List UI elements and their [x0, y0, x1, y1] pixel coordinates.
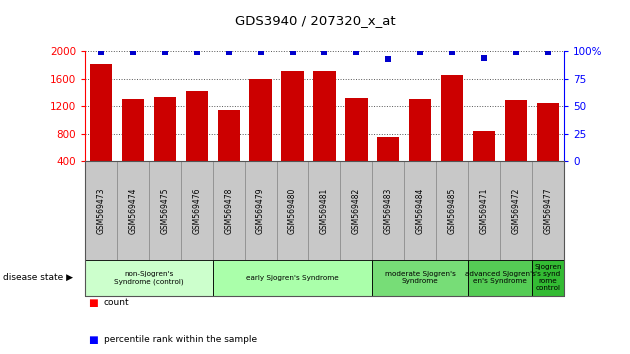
Text: Sjogren
's synd
rome
control: Sjogren 's synd rome control — [534, 264, 561, 291]
Text: GSM569473: GSM569473 — [96, 187, 105, 234]
Text: GDS3940 / 207320_x_at: GDS3940 / 207320_x_at — [235, 14, 395, 27]
Text: GSM569477: GSM569477 — [544, 187, 553, 234]
Text: ■: ■ — [88, 298, 98, 308]
Text: GSM569480: GSM569480 — [288, 187, 297, 234]
Text: GSM569479: GSM569479 — [256, 187, 265, 234]
Text: percentile rank within the sample: percentile rank within the sample — [104, 335, 257, 344]
Point — [128, 50, 138, 55]
Point — [383, 56, 393, 62]
Point — [256, 50, 266, 55]
Bar — [537, 103, 559, 161]
Text: GSM569482: GSM569482 — [352, 188, 361, 234]
Point — [479, 55, 489, 61]
Bar — [313, 71, 336, 161]
Point — [160, 50, 170, 55]
Point — [415, 50, 425, 55]
Text: early Sjogren's Syndrome: early Sjogren's Syndrome — [246, 275, 339, 281]
Point — [192, 50, 202, 55]
Bar — [154, 97, 176, 161]
Bar — [186, 91, 208, 161]
Point — [224, 50, 234, 55]
Point — [447, 50, 457, 55]
Point — [352, 50, 362, 55]
Bar — [282, 70, 304, 161]
Text: count: count — [104, 298, 130, 307]
Text: GSM569474: GSM569474 — [129, 187, 137, 234]
Text: GSM569481: GSM569481 — [320, 188, 329, 234]
Bar — [122, 99, 144, 161]
Text: GSM569484: GSM569484 — [416, 187, 425, 234]
Text: GSM569472: GSM569472 — [512, 187, 520, 234]
Point — [543, 50, 553, 55]
Bar — [505, 100, 527, 161]
Text: GSM569476: GSM569476 — [192, 187, 201, 234]
Bar — [377, 137, 399, 161]
Point — [96, 50, 106, 55]
Point — [511, 50, 521, 55]
Text: GSM569475: GSM569475 — [161, 187, 169, 234]
Bar — [217, 110, 240, 161]
Bar — [345, 98, 367, 161]
Text: moderate Sjogren's
Syndrome: moderate Sjogren's Syndrome — [385, 272, 455, 284]
Bar — [409, 99, 432, 161]
Text: ■: ■ — [88, 335, 98, 345]
Point — [287, 50, 297, 55]
Text: disease state ▶: disease state ▶ — [3, 273, 73, 282]
Bar — [90, 64, 112, 161]
Text: GSM569485: GSM569485 — [448, 187, 457, 234]
Bar — [249, 79, 272, 161]
Bar — [473, 131, 495, 161]
Bar — [441, 75, 463, 161]
Point — [319, 50, 329, 55]
Text: non-Sjogren's
Syndrome (control): non-Sjogren's Syndrome (control) — [114, 271, 184, 285]
Text: advanced Sjogren's
en's Syndrome: advanced Sjogren's en's Syndrome — [464, 272, 536, 284]
Text: GSM569483: GSM569483 — [384, 187, 392, 234]
Text: GSM569471: GSM569471 — [479, 187, 488, 234]
Text: GSM569478: GSM569478 — [224, 187, 233, 234]
